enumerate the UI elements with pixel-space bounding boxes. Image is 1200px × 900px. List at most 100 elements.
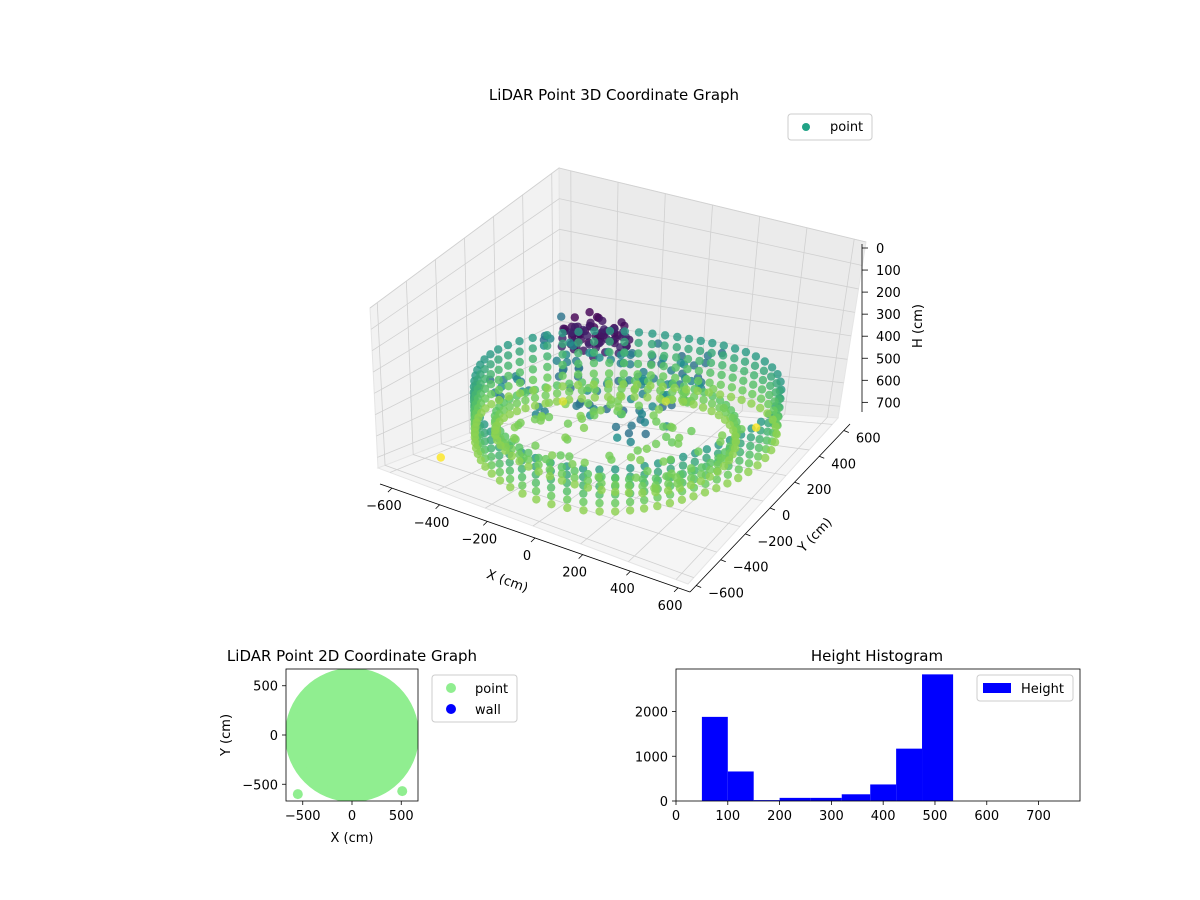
inner-ring-point [524, 462, 533, 471]
outer-ring-point [481, 404, 490, 413]
y-tick-mark-3d [819, 455, 825, 459]
outer-ring-point [626, 464, 635, 473]
floor-point [580, 458, 589, 467]
y-tick-mark-3d [769, 507, 776, 511]
outer-ring-point [518, 481, 527, 490]
outer-ring-point [715, 390, 725, 399]
outer-ring-point [648, 329, 657, 338]
histogram-bars [701, 674, 954, 801]
outer-ring-point [695, 346, 705, 356]
point-marker [311, 680, 322, 691]
outer-ring-point [634, 338, 643, 348]
point-marker [319, 675, 330, 686]
floor-point [654, 405, 664, 414]
interior-point [641, 429, 650, 439]
outer-ring-point [694, 376, 703, 386]
point-marker [286, 720, 297, 731]
outer-ring-point [744, 459, 754, 468]
point-marker [407, 720, 418, 731]
ceiling-point [598, 316, 607, 326]
grid-line-h [370, 198, 863, 330]
outer-ring-point [772, 430, 781, 439]
outer-ring-point [723, 479, 732, 488]
inner-ring-point [583, 469, 593, 479]
floor-point [649, 411, 658, 420]
outer-ring-point [760, 357, 769, 366]
x-tick-mark-3d [387, 487, 393, 493]
outer-ring-point [494, 385, 504, 395]
outer-ring-point [746, 433, 756, 442]
x-tick-mark-3d [626, 570, 631, 576]
inner-ring-point [696, 477, 706, 486]
outer-ring-point [528, 333, 537, 343]
outer-ring-point [734, 465, 743, 474]
outer-ring-point [633, 359, 643, 369]
outer-ring-point [543, 341, 552, 350]
interior-point [648, 402, 657, 411]
interior-point [624, 429, 634, 438]
outer-ring-point [543, 384, 552, 393]
outer-ring-point [706, 358, 716, 368]
outer-ring-point [759, 366, 769, 375]
inner-ring-point [699, 395, 708, 405]
outer-ring-point [625, 506, 635, 515]
outer-ring-point [574, 327, 583, 336]
outer-ring-point [589, 358, 599, 368]
outer-ring-point [504, 382, 513, 391]
x-tick-mark-3d [578, 554, 583, 559]
outer-ring-point [543, 352, 552, 361]
outer-ring-point [737, 395, 746, 405]
outlier-point [752, 423, 761, 432]
outer-ring-point [487, 469, 496, 478]
legend-2d[interactable]: point wall [431, 674, 518, 723]
inner-ring-point [597, 479, 606, 488]
outer-ring-point [494, 375, 503, 385]
ticks-2d: −500 −500 0 0 500 500 [242, 680, 413, 824]
inner-ring-point [714, 411, 724, 420]
legend-3d-marker [802, 123, 810, 131]
interior-point [557, 312, 566, 321]
legend-3d[interactable]: point [787, 113, 873, 141]
inner-ring-point [611, 480, 620, 490]
legend-3d-frame [787, 113, 873, 141]
grid-line-x [580, 216, 761, 545]
point-outlier [397, 786, 408, 797]
outer-ring-point [515, 337, 524, 346]
x-tick-label-3d: −600 [366, 499, 402, 514]
point-marker [401, 757, 412, 768]
outer-ring-point [718, 361, 727, 370]
floor-point [687, 426, 696, 436]
outer-ring-point [481, 462, 490, 471]
interior-point [613, 433, 622, 442]
outer-ring-point [684, 344, 693, 354]
z-ticks-3d: 0 100 200 300 400 500 600 700 [862, 242, 901, 411]
outer-ring-point [672, 353, 681, 362]
inner-ring-point [638, 482, 647, 491]
y-tick-mark-3d [794, 481, 800, 485]
histogram-bar [870, 784, 897, 801]
outer-ring-point [767, 372, 776, 381]
inner-ring-point [597, 485, 606, 495]
outer-ring-point [754, 443, 764, 453]
y-tick-mark-3d [696, 585, 702, 588]
point-disc [286, 669, 418, 801]
outer-ring-point [547, 500, 556, 509]
outer-ring-point [712, 475, 721, 484]
outer-ring-point [563, 503, 572, 513]
outer-ring-point [756, 417, 766, 426]
outer-ring-point [682, 375, 691, 384]
outer-ring-point [515, 368, 525, 377]
legend-histogram[interactable]: Height [976, 674, 1074, 702]
floor-point [686, 464, 696, 473]
outer-ring-point [503, 351, 513, 360]
outer-ring-point [589, 380, 598, 389]
floor-point [576, 411, 585, 421]
point-marker [337, 669, 348, 680]
outer-ring-point [768, 415, 777, 424]
outer-ring-point [739, 376, 748, 385]
outer-ring-point [480, 374, 490, 384]
floor-point [541, 454, 550, 464]
outer-ring-point [505, 458, 514, 467]
point-marker [297, 765, 308, 776]
x-tick-label-3d: −200 [461, 532, 497, 547]
